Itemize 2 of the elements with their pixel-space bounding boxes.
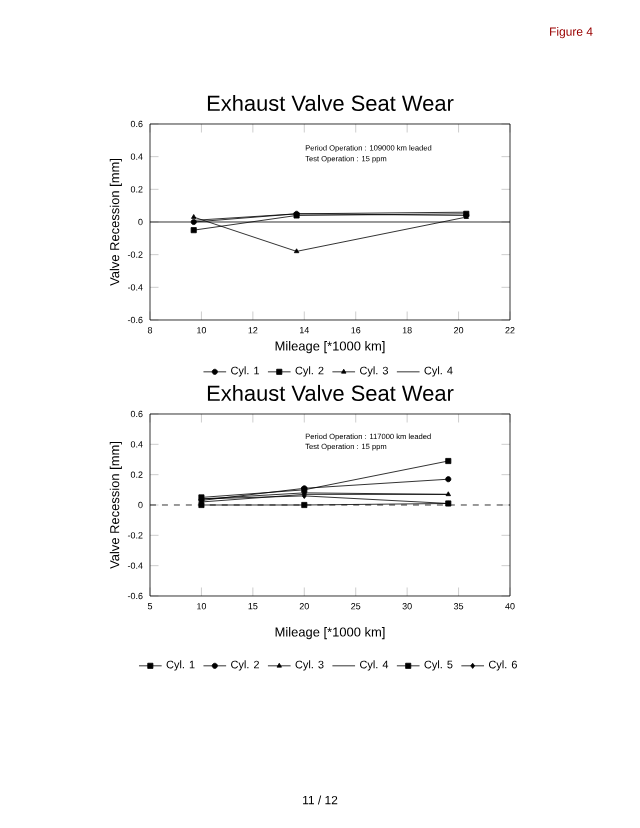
chart-title: Exhaust Valve Seat Wear: [207, 94, 454, 111]
chart-title: Exhaust Valve Seat Wear: [207, 384, 454, 402]
